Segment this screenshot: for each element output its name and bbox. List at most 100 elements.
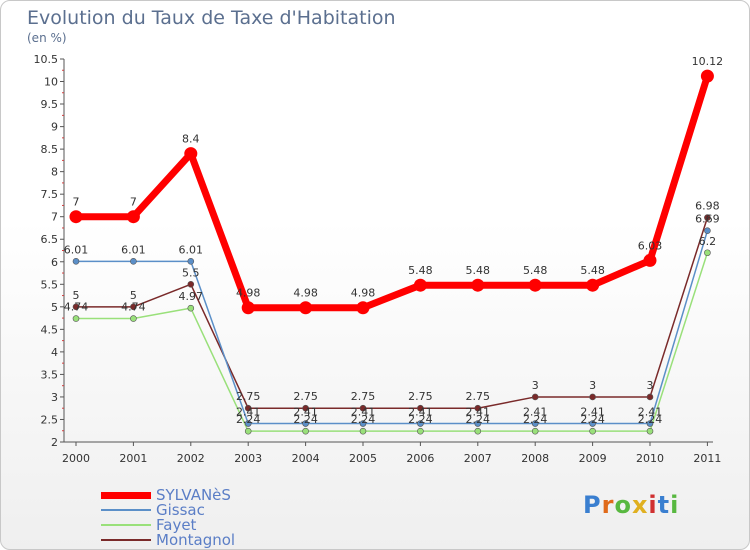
data-point bbox=[302, 404, 309, 412]
data-point bbox=[184, 147, 198, 161]
proxiti-logo: Proxiti bbox=[583, 491, 680, 519]
x-tick-label: 2003 bbox=[234, 452, 262, 465]
data-point bbox=[417, 420, 424, 427]
data-label: 2.41 bbox=[351, 406, 376, 419]
data-point bbox=[241, 301, 255, 315]
legend-swatch bbox=[101, 524, 151, 526]
legend-item: SYLVANèS bbox=[101, 486, 351, 505]
data-label: 2.41 bbox=[408, 406, 433, 419]
data-label: 4.74 bbox=[64, 301, 89, 314]
data-label: 6.98 bbox=[695, 200, 720, 213]
data-point bbox=[704, 227, 711, 234]
x-tick-label: 2000 bbox=[62, 452, 90, 465]
data-point bbox=[646, 427, 654, 435]
data-label: 3 bbox=[589, 379, 596, 392]
y-tick-label: 2.5 bbox=[41, 413, 59, 426]
data-label: 7 bbox=[130, 196, 137, 209]
data-label: 5 bbox=[130, 289, 137, 302]
y-tick-label: 10 bbox=[44, 76, 58, 89]
data-point bbox=[704, 249, 711, 257]
data-label: 5.48 bbox=[466, 264, 491, 277]
data-label: 4.74 bbox=[121, 301, 146, 314]
y-tick-label: 4.5 bbox=[41, 323, 59, 336]
legend-swatch bbox=[101, 539, 151, 541]
data-point bbox=[646, 420, 654, 427]
data-label: 4.98 bbox=[293, 287, 318, 300]
data-point bbox=[299, 301, 313, 315]
data-point bbox=[187, 258, 195, 265]
data-label: 4.98 bbox=[236, 287, 261, 300]
data-label: 5 bbox=[73, 289, 80, 302]
data-label: 2.75 bbox=[351, 390, 376, 403]
data-label: 2.24 bbox=[580, 413, 605, 426]
series-line bbox=[75, 252, 709, 432]
data-label: 6.2 bbox=[699, 235, 717, 248]
data-label: 6.01 bbox=[179, 243, 204, 256]
data-label: 2.41 bbox=[293, 406, 318, 419]
data-label: 10.12 bbox=[692, 55, 724, 68]
x-tick-label: 2006 bbox=[406, 452, 434, 465]
data-point bbox=[130, 258, 137, 265]
data-point bbox=[244, 427, 252, 435]
data-point bbox=[413, 278, 427, 292]
x-tick-label: 2009 bbox=[579, 452, 607, 465]
data-label: 2.24 bbox=[408, 413, 433, 426]
x-tick-label: 2008 bbox=[521, 452, 549, 465]
data-label: 4.97 bbox=[179, 290, 204, 303]
y-tick-label: 7.5 bbox=[41, 188, 59, 201]
legend-item: Montagnol bbox=[101, 531, 351, 549]
data-point bbox=[244, 420, 252, 427]
data-point bbox=[474, 427, 482, 435]
y-tick-label: 10.5 bbox=[34, 53, 59, 66]
legend-label: Fayet bbox=[156, 516, 197, 534]
y-tick-label: 4 bbox=[51, 346, 58, 359]
data-label: 2.75 bbox=[293, 390, 318, 403]
y-tick-label: 3 bbox=[51, 391, 58, 404]
data-point bbox=[646, 393, 654, 401]
y-tick-label: 5 bbox=[51, 301, 58, 314]
data-point bbox=[531, 393, 539, 401]
data-label: 2.75 bbox=[408, 390, 433, 403]
data-point bbox=[531, 427, 539, 435]
data-label: 6.69 bbox=[695, 213, 720, 226]
data-label: 5.48 bbox=[523, 264, 548, 277]
data-label: 6.01 bbox=[64, 243, 89, 256]
data-point bbox=[589, 420, 596, 427]
legend-label: Montagnol bbox=[156, 531, 236, 549]
x-tick-label: 2010 bbox=[636, 452, 664, 465]
data-point bbox=[126, 210, 140, 224]
data-label: 5.48 bbox=[580, 264, 605, 277]
y-tick-label: 3.5 bbox=[41, 368, 59, 381]
data-label: 6.01 bbox=[121, 243, 146, 256]
legend-item: Gissac bbox=[101, 501, 351, 520]
x-tick-label: 2005 bbox=[349, 452, 377, 465]
data-point bbox=[471, 278, 485, 292]
chart-unit-label: (en %) bbox=[27, 31, 67, 45]
y-tick-label: 7 bbox=[51, 211, 58, 224]
data-point bbox=[589, 393, 596, 401]
data-label: 2.24 bbox=[638, 413, 663, 426]
y-tick-label: 8 bbox=[51, 166, 58, 179]
x-tick-label: 2004 bbox=[292, 452, 320, 465]
data-point bbox=[302, 427, 309, 435]
y-tick-label: 9.5 bbox=[41, 98, 59, 111]
data-label: 2.24 bbox=[351, 413, 376, 426]
data-point bbox=[359, 404, 367, 412]
series-line bbox=[75, 229, 709, 425]
data-label: 6.03 bbox=[638, 239, 663, 252]
data-label: 2.75 bbox=[236, 390, 261, 403]
data-point bbox=[643, 253, 657, 267]
data-point bbox=[244, 404, 252, 412]
data-label: 2.24 bbox=[236, 413, 261, 426]
y-tick-label: 2 bbox=[51, 436, 58, 449]
data-point bbox=[474, 404, 482, 412]
data-label: 2.41 bbox=[580, 406, 605, 419]
data-point bbox=[528, 278, 542, 292]
legend-swatch bbox=[101, 491, 151, 499]
y-tick-label: 6.5 bbox=[41, 233, 59, 246]
y-tick-label: 9 bbox=[51, 121, 58, 134]
data-label: 2.41 bbox=[236, 406, 261, 419]
data-point bbox=[704, 214, 711, 221]
data-label: 8.4 bbox=[182, 133, 200, 146]
data-label: 3 bbox=[647, 379, 654, 392]
